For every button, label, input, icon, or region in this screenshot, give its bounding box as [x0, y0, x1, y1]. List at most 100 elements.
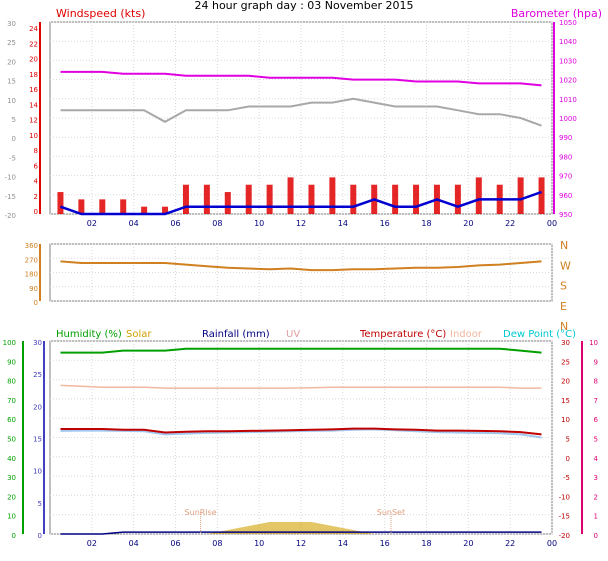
temperature-tick-label: 30 [561, 339, 570, 347]
direction-tick-label: 360 [25, 242, 38, 250]
rainfall-line [60, 531, 542, 535]
x-tick-label: 10 [254, 219, 264, 228]
temperature-tick-label: -5 [563, 474, 570, 482]
x-tick-label: 02 [87, 219, 97, 228]
dew-point-line [60, 428, 542, 439]
barometer-tick-label: 990 [559, 134, 572, 142]
humidity-tick-label: 100 [3, 339, 16, 347]
x-tick-label: 04 [129, 219, 139, 228]
uv-tick-label: 0 [594, 532, 598, 540]
x-tick-label: 18 [421, 539, 431, 548]
humidity-tick-label: 10 [7, 513, 16, 521]
outer-tick-label: 25 [7, 39, 16, 47]
direction-tick-label: 270 [25, 256, 38, 264]
temperature-tick-label: 10 [561, 416, 570, 424]
windspeed-tick-label: 24 [29, 25, 38, 33]
humidity-tick-label: 30 [7, 474, 16, 482]
x-tick-label: 08 [212, 219, 222, 228]
temperature-tick-label: 25 [561, 358, 570, 366]
barometer-tick-label: 980 [559, 153, 572, 161]
humidity-tick-label: 20 [7, 493, 16, 501]
temperature-tick-label: -15 [559, 513, 570, 521]
compass-label: S [560, 280, 567, 293]
x-tick-label: 14 [338, 219, 348, 228]
windspeed-tick-label: 0 [34, 208, 38, 216]
uv-tick-label: 2 [594, 493, 598, 501]
outer-tick-label: 0 [12, 135, 16, 143]
x-tick-label: 06 [170, 219, 180, 228]
windspeed-tick-label: 2 [34, 193, 38, 201]
windspeed-tick-label: 20 [29, 56, 38, 64]
rain-tick-label: 20 [33, 403, 42, 411]
direction-tick-label: 180 [25, 271, 38, 279]
x-tick-label: 20 [463, 539, 473, 548]
x-tick-label: 16 [380, 219, 390, 228]
x-tick-label: 10 [254, 539, 264, 548]
barometer-tick-label: 1040 [559, 38, 577, 46]
barometer-tick-label: 1010 [559, 96, 577, 104]
temperature-line [60, 427, 542, 436]
legend-dew-point: Dew Point (°C) [503, 329, 576, 340]
x-tick-label: 00 [547, 219, 557, 228]
windspeed-tick-label: 16 [29, 86, 38, 94]
wind-average-line [60, 190, 542, 216]
rain-tick-label: 5 [38, 500, 42, 508]
humidity-tick-label: 70 [7, 397, 16, 405]
humidity-tick-label: 0 [12, 532, 16, 540]
x-tick-label: 14 [338, 539, 348, 548]
humidity-tick-label: 80 [7, 378, 16, 386]
compass-label: N [560, 239, 568, 252]
outer-tick-label: -20 [5, 212, 16, 220]
outer-tick-label: 20 [7, 58, 16, 66]
page-title: 24 hour graph day : 03 November 2015 [194, 0, 414, 12]
windspeed-tick-label: 12 [29, 117, 38, 125]
legend-solar: Solar [126, 329, 152, 340]
uv-tick-label: 5 [594, 436, 598, 444]
rain-tick-label: 0 [38, 532, 42, 540]
x-tick-label: 22 [505, 539, 515, 548]
legend-rainfall: Rainfall (mm) [202, 329, 270, 340]
outer-tick-label: 5 [12, 116, 16, 124]
uv-tick-label: 1 [594, 513, 598, 521]
x-tick-label: 08 [212, 539, 222, 548]
barometer-tick-label: 970 [559, 173, 572, 181]
barometer-axis-label: Barometer (hpa) [511, 7, 602, 20]
sunset-label: SunSet [377, 508, 405, 517]
x-tick-label: 06 [170, 539, 180, 548]
legend-indoor: Indoor [450, 329, 483, 340]
legend-uv: UV [286, 329, 300, 340]
uv-tick-label: 8 [594, 378, 598, 386]
x-tick-label: 12 [296, 219, 306, 228]
humidity-tick-label: 90 [7, 358, 16, 366]
windspeed-tick-label: 10 [29, 132, 38, 140]
indoor-line [60, 384, 542, 389]
uv-tick-label: 9 [594, 358, 598, 366]
x-tick-label: 16 [380, 539, 390, 548]
sunrise-label: SunRise [185, 508, 217, 517]
uv-tick-label: 7 [594, 397, 598, 405]
outer-tick-label: 10 [7, 97, 16, 105]
temperature-tick-label: 20 [561, 378, 570, 386]
temperature-tick-label: -10 [559, 493, 570, 501]
x-tick-label: 02 [87, 539, 97, 548]
uv-tick-label: 3 [594, 474, 598, 482]
humidity-tick-label: 40 [7, 455, 16, 463]
windspeed-tick-label: 8 [34, 147, 38, 155]
windspeed-tick-label: 6 [34, 162, 39, 170]
x-tick-label: 12 [296, 539, 306, 548]
rain-tick-label: 15 [33, 436, 42, 444]
x-tick-label: 00 [547, 539, 557, 548]
rain-tick-label: 10 [33, 468, 42, 476]
x-tick-label: 20 [463, 219, 473, 228]
uv-tick-label: 6 [594, 416, 599, 424]
windspeed-tick-label: 18 [29, 71, 38, 79]
temperature-tick-label: 5 [566, 436, 570, 444]
x-tick-label: 18 [421, 219, 431, 228]
outer-tick-label: 15 [7, 78, 16, 86]
humidity-tick-label: 50 [7, 436, 16, 444]
windspeed-tick-label: 4 [34, 178, 39, 186]
outer-tick-label: -10 [5, 174, 16, 182]
windspeed-tick-label: 22 [29, 40, 38, 48]
